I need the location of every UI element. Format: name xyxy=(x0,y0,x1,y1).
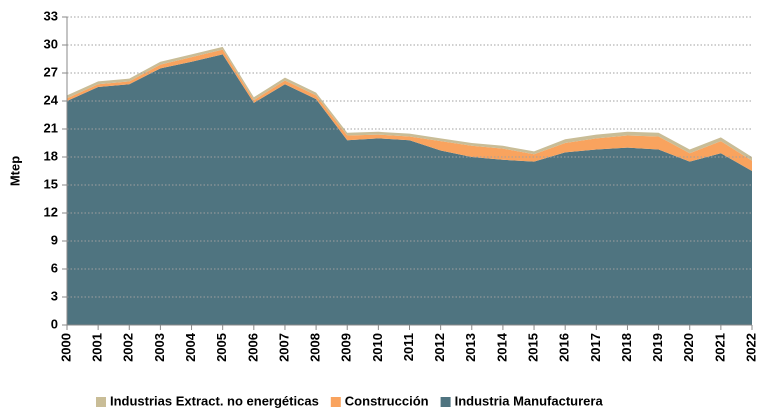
x-tick-label: 2020 xyxy=(681,333,696,362)
x-tick-label: 2022 xyxy=(743,333,758,362)
x-tick-label: 2014 xyxy=(494,332,509,362)
y-tick-label: 18 xyxy=(44,148,58,163)
y-tick-label: 12 xyxy=(44,204,58,219)
legend-swatch xyxy=(330,397,341,407)
legend-label: Industrias Extract. no energéticas xyxy=(110,393,319,408)
x-tick-label: 2003 xyxy=(152,333,167,362)
x-tick-label: 2013 xyxy=(463,333,478,362)
x-tick-label: 2010 xyxy=(370,333,385,362)
x-tick-label: 2009 xyxy=(339,333,354,362)
y-tick-label: 24 xyxy=(44,92,59,107)
y-tick-label: 33 xyxy=(44,8,58,23)
x-tick-label: 2002 xyxy=(121,333,136,362)
x-tick-label: 2021 xyxy=(712,333,727,362)
x-tick-label: 2007 xyxy=(276,333,291,362)
x-tick-label: 2008 xyxy=(308,333,323,362)
y-tick-label: 0 xyxy=(51,316,58,331)
x-tick-label: 2018 xyxy=(619,333,634,362)
x-tick-label: 2017 xyxy=(588,333,603,362)
legend-label: Construcción xyxy=(345,393,429,408)
x-tick-label: 2005 xyxy=(214,333,229,362)
x-tick-label: 2012 xyxy=(432,333,447,362)
x-tick-label: 2011 xyxy=(401,333,416,361)
area xyxy=(67,54,752,325)
y-tick-label: 9 xyxy=(51,232,58,247)
area xyxy=(67,46,752,161)
y-tick-label: 30 xyxy=(44,36,58,51)
y-tick-label: 15 xyxy=(44,176,58,191)
y-tick-label: 3 xyxy=(51,288,58,303)
x-tick-label: 2001 xyxy=(90,333,105,362)
y-tick-label: 6 xyxy=(51,260,58,275)
legend-swatch xyxy=(96,397,106,407)
area xyxy=(67,49,752,171)
y-tick-label: 21 xyxy=(44,120,58,135)
y-axis-label: Mtep xyxy=(7,156,22,186)
x-tick-label: 2000 xyxy=(58,333,73,362)
x-tick-label: 2016 xyxy=(557,333,572,362)
legend-label: Industria Manufacturera xyxy=(455,393,604,408)
x-tick-label: 2004 xyxy=(183,332,198,362)
x-tick-label: 2019 xyxy=(650,333,665,362)
y-tick-label: 27 xyxy=(44,64,58,79)
x-tick-label: 2015 xyxy=(525,333,540,362)
x-tick-label: 2006 xyxy=(245,333,260,362)
legend-swatch xyxy=(440,397,451,407)
